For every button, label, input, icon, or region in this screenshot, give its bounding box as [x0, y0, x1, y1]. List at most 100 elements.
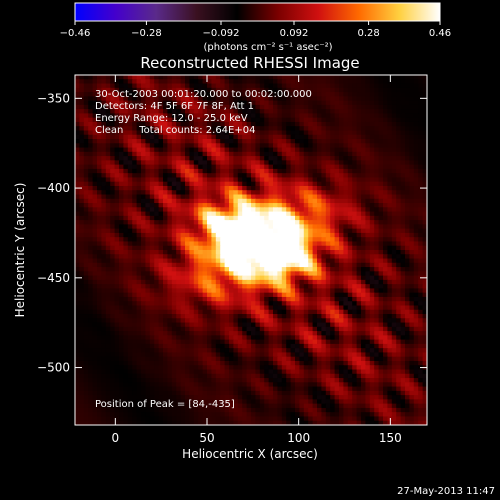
heatmap-cell [158, 126, 164, 132]
heatmap-cell [97, 198, 102, 204]
heatmap-cell [273, 185, 278, 191]
heatmap-cell [418, 309, 424, 315]
heatmap-cell [132, 301, 138, 307]
heatmap-cell [246, 79, 252, 85]
heatmap-cell [145, 275, 151, 281]
heatmap-cell [189, 211, 195, 217]
heatmap-cell [347, 237, 353, 243]
heatmap-cell [176, 237, 182, 243]
heatmap-cell [286, 228, 292, 234]
heatmap-cell [255, 237, 261, 243]
heatmap-cell [339, 121, 344, 127]
heatmap-cell [303, 121, 309, 127]
heatmap-cell [246, 271, 252, 277]
heatmap-cell [383, 241, 388, 247]
heatmap-cell [264, 318, 270, 324]
heatmap-cell [171, 220, 177, 225]
heatmap-cell [281, 156, 287, 161]
heatmap-cell [273, 75, 278, 80]
heatmap-cell [237, 139, 243, 144]
heatmap-cell [79, 134, 85, 140]
heatmap-cell [202, 79, 208, 85]
heatmap-cell [295, 326, 300, 332]
heatmap-cell [413, 305, 419, 311]
heatmap-cell [418, 139, 424, 144]
heatmap-cell [180, 185, 186, 191]
colorbar: −0.46 −0.28 −0.092 0.092 0.28 0.46 (photons c… [60, 2, 451, 53]
heatmap-cell [259, 284, 265, 290]
heatmap-cell [321, 220, 327, 225]
heatmap-cell [163, 245, 168, 251]
heatmap-cell [220, 203, 226, 208]
heatmap-cell [317, 134, 322, 140]
heatmap-cell [418, 254, 424, 260]
heatmap-cell [145, 190, 151, 196]
heatmap-cell [268, 245, 274, 251]
heatmap-cell [281, 275, 287, 281]
heatmap-cell [422, 198, 427, 204]
heatmap-cell [136, 267, 142, 272]
heatmap-cell [317, 198, 322, 204]
heatmap-cell [154, 181, 160, 187]
heatmap-cell [308, 113, 314, 119]
heatmap-cell [356, 87, 362, 93]
heatmap-cell [418, 75, 424, 80]
heatmap-cell [149, 83, 155, 89]
heatmap-cell [224, 241, 230, 247]
heatmap-cell [255, 258, 261, 264]
heatmap-cell [154, 271, 160, 277]
heatmap-cell [277, 79, 283, 85]
heatmap-cell [383, 109, 388, 115]
heatmap-cell [281, 139, 287, 144]
heatmap-cell [246, 164, 252, 170]
heatmap-cell [119, 254, 124, 260]
heatmap-cell [198, 185, 204, 191]
heatmap-cell [119, 284, 124, 290]
heatmap-cell [237, 335, 243, 341]
heatmap-cell [242, 309, 248, 315]
heatmap-cell [255, 224, 261, 230]
heatmap-cell [198, 96, 204, 102]
heatmap-cell [308, 215, 314, 221]
heatmap-cell [286, 207, 292, 213]
heatmap-cell [220, 96, 226, 102]
heatmap-cell [259, 121, 265, 127]
heatmap-cell [202, 224, 208, 230]
heatmap-cell [303, 156, 309, 161]
heatmap-cell [339, 207, 344, 213]
heatmap-cell [387, 215, 393, 221]
heatmap-cell [347, 109, 353, 115]
heatmap-cell [422, 237, 427, 243]
heatmap-cell [207, 79, 212, 85]
heatmap-cell [422, 160, 427, 166]
heatmap-cell [330, 301, 336, 307]
heatmap-cell [387, 181, 393, 187]
heatmap-cell [334, 147, 340, 153]
heatmap-cell [273, 126, 278, 132]
heatmap-cell [123, 224, 129, 230]
heatmap-cell [97, 156, 102, 161]
heatmap-cell [321, 203, 327, 208]
heatmap-cell [185, 203, 190, 208]
heatmap-cell [127, 181, 133, 187]
heatmap-cell [198, 151, 204, 157]
heatmap-cell [105, 296, 111, 302]
heatmap-cell [110, 267, 116, 272]
heatmap-cell [211, 224, 217, 230]
heatmap-cell [105, 100, 111, 106]
heatmap-cell [136, 130, 142, 136]
heatmap-cell [237, 126, 243, 132]
heatmap-cell [110, 262, 116, 268]
heatmap-cell [286, 156, 292, 161]
heatmap-cell [361, 92, 366, 97]
heatmap-cell [101, 309, 107, 315]
heatmap-cell [396, 185, 402, 191]
heatmap-cell [321, 267, 327, 272]
heatmap-cell [114, 224, 120, 230]
heatmap-cell [339, 203, 344, 208]
heatmap-cell [141, 173, 146, 179]
heatmap-cell [233, 113, 239, 119]
heatmap-cell [409, 121, 415, 127]
heatmap-cell [145, 75, 151, 80]
heatmap-cell [299, 211, 305, 217]
